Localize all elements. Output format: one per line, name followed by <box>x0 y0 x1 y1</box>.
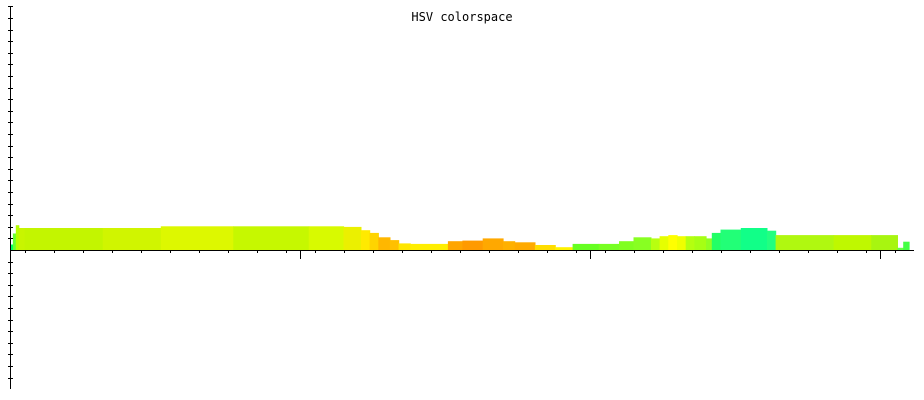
area-segment-34 <box>711 232 722 250</box>
area-segment-40 <box>871 235 898 250</box>
area-segment-32 <box>694 236 707 250</box>
area-segment-8 <box>308 226 345 250</box>
area-segment-20 <box>514 242 536 250</box>
area-segment-35 <box>720 229 742 250</box>
area-segment-24 <box>598 243 620 250</box>
area-segment-19 <box>503 241 516 250</box>
area-segment-22 <box>555 247 574 250</box>
area-segment-30 <box>677 236 687 250</box>
area-segment-39 <box>833 235 872 250</box>
area-segment-9 <box>343 226 362 250</box>
area-segment-13 <box>389 240 400 250</box>
area-segment-7 <box>233 226 310 250</box>
chart-title: HSV colorspace <box>411 10 513 24</box>
area-segment-16 <box>447 241 463 250</box>
area-segment-11 <box>369 232 379 250</box>
area-segment-21 <box>534 245 556 250</box>
area-segment-0 <box>10 244 14 250</box>
area-segment-14 <box>398 243 411 250</box>
area-segment-12 <box>378 237 391 250</box>
area-segment-36 <box>740 228 768 250</box>
area-segment-28 <box>659 236 669 250</box>
area-segment-4 <box>24 228 104 250</box>
area-segment-27 <box>650 238 661 250</box>
area-segment-31 <box>685 236 695 250</box>
area-segment-1 <box>12 233 17 250</box>
axes-group <box>8 6 914 389</box>
area-fill-group <box>10 225 910 250</box>
area-segment-17 <box>462 240 484 250</box>
area-segment-5 <box>102 228 162 250</box>
area-segment-42 <box>903 241 910 250</box>
area-segment-10 <box>360 230 371 250</box>
area-segment-3 <box>18 228 26 250</box>
area-segment-25 <box>619 241 635 250</box>
area-segment-37 <box>766 230 777 250</box>
area-segment-29 <box>668 235 678 250</box>
area-segment-15 <box>410 243 449 250</box>
area-segment-41 <box>897 247 904 250</box>
area-segment-18 <box>482 238 504 250</box>
area-segment-23 <box>572 243 600 250</box>
area-segment-33 <box>706 238 713 250</box>
area-segment-2 <box>15 225 20 250</box>
area-segment-6 <box>160 226 234 250</box>
area-segment-38 <box>775 235 835 250</box>
area-segment-26 <box>633 237 652 250</box>
